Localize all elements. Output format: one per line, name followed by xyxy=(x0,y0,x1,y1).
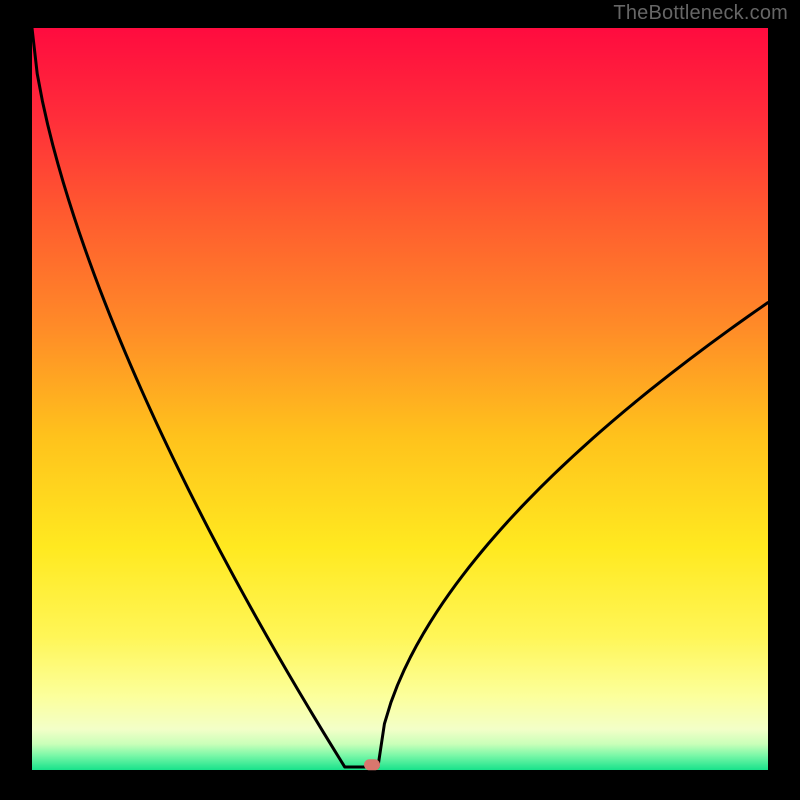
bottleneck-chart-svg xyxy=(0,0,800,800)
plot-background xyxy=(32,28,768,770)
chart-container: TheBottleneck.com xyxy=(0,0,800,800)
optimum-marker xyxy=(365,760,380,770)
watermark-text: TheBottleneck.com xyxy=(613,2,788,25)
